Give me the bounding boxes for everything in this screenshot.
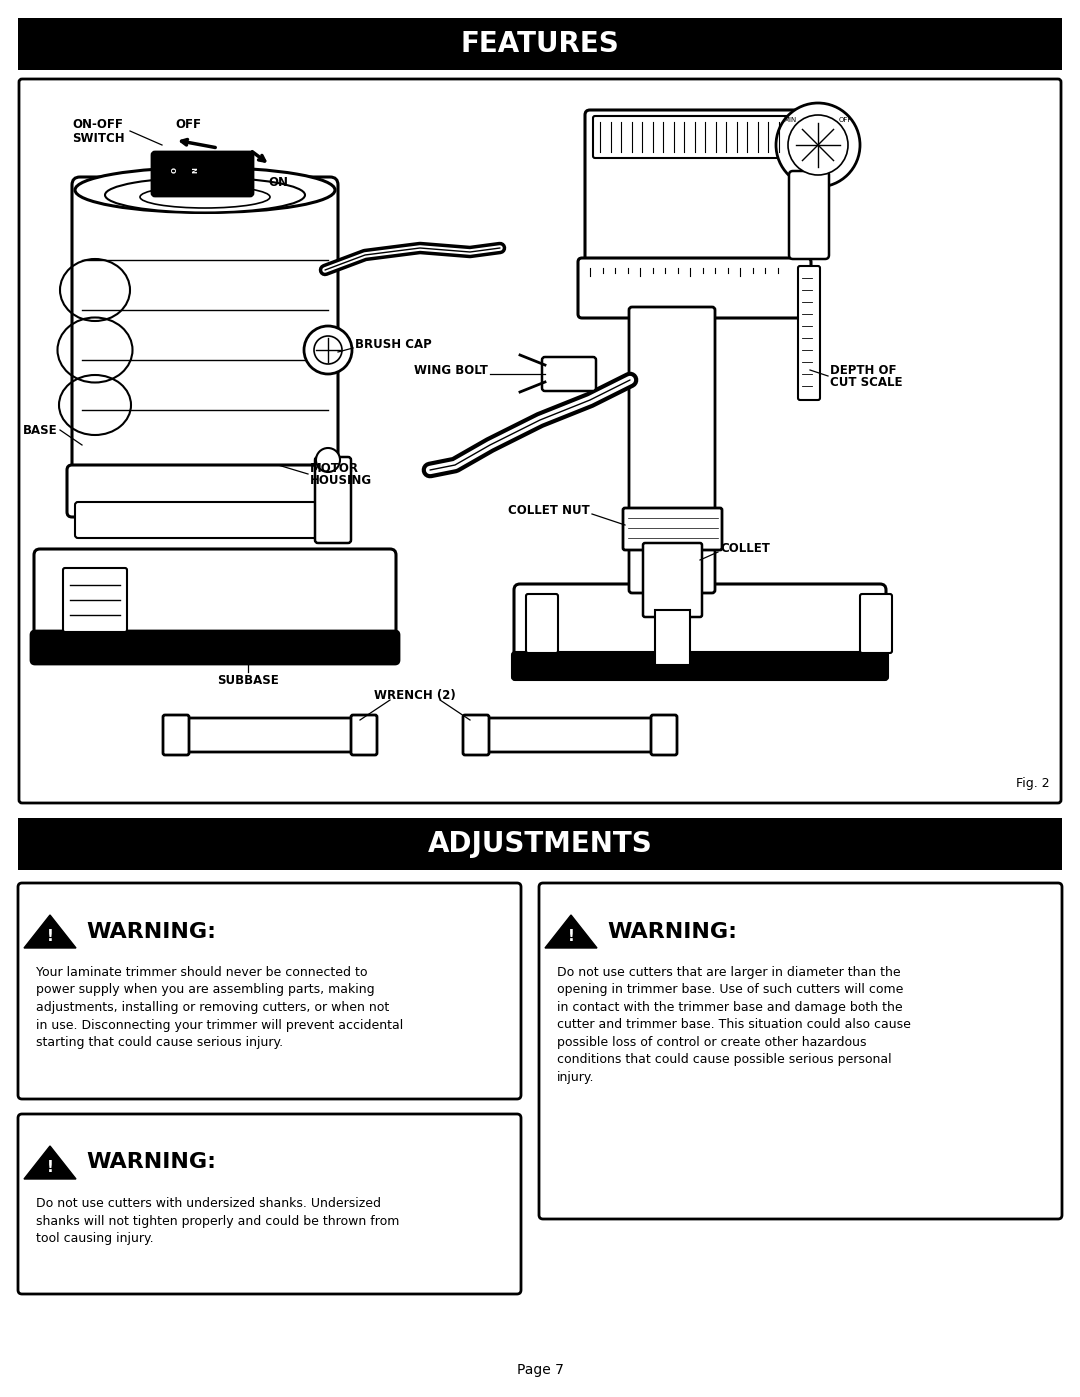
Circle shape [314, 337, 342, 365]
FancyBboxPatch shape [67, 465, 342, 517]
FancyBboxPatch shape [33, 549, 396, 657]
Text: Page 7: Page 7 [516, 1363, 564, 1377]
FancyBboxPatch shape [585, 110, 805, 265]
FancyBboxPatch shape [18, 1113, 521, 1294]
FancyBboxPatch shape [526, 594, 558, 652]
Text: BASE: BASE [24, 423, 58, 436]
Text: COLLET NUT: COLLET NUT [509, 503, 590, 517]
Text: OFF: OFF [175, 119, 201, 131]
Text: OFF: OFF [838, 117, 852, 123]
FancyBboxPatch shape [351, 715, 377, 754]
FancyBboxPatch shape [514, 584, 886, 676]
FancyBboxPatch shape [72, 177, 338, 503]
Text: ON-OFF: ON-OFF [72, 119, 123, 131]
Circle shape [788, 115, 848, 175]
Polygon shape [545, 915, 597, 949]
Text: !: ! [46, 1160, 53, 1175]
Text: Do not use cutters that are larger in diameter than the
opening in trimmer base.: Do not use cutters that are larger in di… [557, 965, 910, 1084]
FancyBboxPatch shape [163, 715, 189, 754]
FancyBboxPatch shape [18, 18, 1062, 70]
FancyBboxPatch shape [578, 258, 811, 319]
FancyBboxPatch shape [18, 819, 1062, 870]
FancyBboxPatch shape [643, 543, 702, 617]
FancyBboxPatch shape [482, 718, 658, 752]
FancyBboxPatch shape [593, 116, 797, 158]
Text: WARNING:: WARNING: [607, 922, 737, 942]
FancyBboxPatch shape [31, 631, 399, 664]
Polygon shape [24, 1146, 76, 1179]
FancyBboxPatch shape [654, 610, 690, 665]
Text: !: ! [568, 929, 575, 944]
FancyBboxPatch shape [623, 509, 723, 550]
FancyBboxPatch shape [63, 569, 127, 631]
FancyBboxPatch shape [315, 457, 351, 543]
Circle shape [316, 448, 340, 472]
Text: Do not use cutters with undersized shanks. Undersized
shanks will not tighten pr: Do not use cutters with undersized shank… [36, 1197, 400, 1245]
Ellipse shape [75, 168, 335, 212]
FancyBboxPatch shape [152, 152, 253, 196]
Ellipse shape [105, 177, 305, 212]
Text: O: O [172, 168, 178, 173]
FancyBboxPatch shape [798, 265, 820, 400]
FancyBboxPatch shape [183, 718, 357, 752]
Circle shape [777, 103, 860, 187]
Text: WARNING:: WARNING: [86, 1153, 216, 1172]
Text: ON: ON [268, 176, 288, 189]
Text: Fig. 2: Fig. 2 [1016, 777, 1050, 789]
Text: FEATURES: FEATURES [461, 29, 619, 59]
Text: MOTOR: MOTOR [310, 461, 359, 475]
FancyBboxPatch shape [539, 883, 1062, 1220]
Text: CUT SCALE: CUT SCALE [831, 377, 903, 390]
FancyBboxPatch shape [463, 715, 489, 754]
FancyBboxPatch shape [860, 594, 892, 652]
Polygon shape [24, 915, 76, 949]
Text: HOUSING: HOUSING [310, 475, 373, 488]
Text: !: ! [46, 929, 53, 944]
FancyBboxPatch shape [542, 358, 596, 391]
Text: WARNING:: WARNING: [86, 922, 216, 942]
FancyBboxPatch shape [75, 502, 336, 538]
FancyBboxPatch shape [789, 170, 829, 258]
Text: MIN: MIN [783, 117, 797, 123]
FancyBboxPatch shape [651, 715, 677, 754]
Circle shape [303, 326, 352, 374]
Text: SWITCH: SWITCH [71, 131, 124, 144]
Text: N: N [192, 168, 198, 173]
Text: SUBBASE: SUBBASE [217, 673, 279, 686]
FancyBboxPatch shape [629, 307, 715, 592]
Ellipse shape [140, 186, 270, 208]
FancyBboxPatch shape [18, 883, 521, 1099]
Text: WRENCH (2): WRENCH (2) [374, 689, 456, 701]
Text: BRUSH CAP: BRUSH CAP [355, 338, 432, 352]
Text: WING BOLT: WING BOLT [414, 363, 488, 377]
FancyBboxPatch shape [512, 652, 888, 680]
Text: DEPTH OF: DEPTH OF [831, 363, 896, 377]
Text: ADJUSTMENTS: ADJUSTMENTS [428, 830, 652, 858]
FancyBboxPatch shape [19, 80, 1061, 803]
Text: Your laminate trimmer should never be connected to
power supply when you are ass: Your laminate trimmer should never be co… [36, 965, 403, 1049]
Text: COLLET: COLLET [720, 542, 770, 555]
